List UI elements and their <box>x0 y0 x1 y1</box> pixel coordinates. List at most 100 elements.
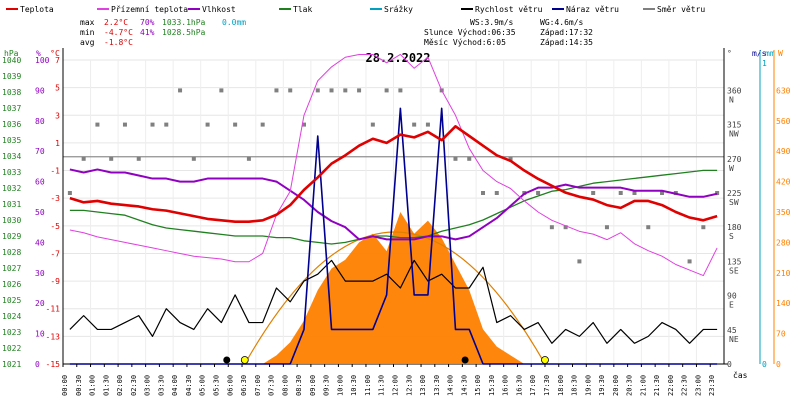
legend-label: Přízemní teplota <box>111 5 188 14</box>
stat-sun-set: Západ:17:32 <box>540 28 593 37</box>
hpa-tick-label: 1030 <box>2 216 21 225</box>
wind-direction-mark <box>370 122 375 127</box>
temp-tick-label: -7 <box>50 249 60 258</box>
temp-tick-label: 7 <box>55 56 60 65</box>
wind-direction-mark <box>549 225 554 230</box>
dir-compass-label: SW <box>729 198 739 207</box>
stat-avg-temp: -1.8°C <box>104 38 133 47</box>
wind-direction-mark <box>315 88 320 93</box>
hpa-tick-label: 1029 <box>2 232 21 241</box>
moonrise-marker <box>223 356 231 364</box>
dir-tick-label: 270 <box>727 155 742 164</box>
x-tick-label: 02:00 <box>116 375 124 396</box>
x-tick-label: 03:00 <box>144 375 152 396</box>
dir-compass-label: NE <box>729 335 739 344</box>
x-tick-label: 08:00 <box>281 375 289 396</box>
mm-axis-label: mm <box>765 49 775 58</box>
x-tick-label: 00:30 <box>75 375 83 396</box>
x-tick-label: 15:00 <box>474 375 482 396</box>
legend-label: Teplota <box>20 5 54 14</box>
x-tick-label: 14:00 <box>447 375 455 396</box>
hpa-tick-label: 1022 <box>2 344 21 353</box>
wind-direction-mark <box>425 122 430 127</box>
hpa-tick-label: 1031 <box>2 200 21 209</box>
w-tick-label: 560 <box>776 117 791 126</box>
temp-tick-label: -11 <box>46 305 61 314</box>
x-tick-label: 01:00 <box>89 375 97 396</box>
wind-direction-mark <box>164 122 169 127</box>
dir-compass-label: N <box>729 95 734 104</box>
x-tick-label: 12:30 <box>405 375 413 396</box>
wind-direction-mark <box>467 156 472 161</box>
x-tick-label: 04:30 <box>185 375 193 396</box>
x-tick-label: 02:30 <box>130 375 138 396</box>
hpa-tick-label: 1025 <box>2 296 21 305</box>
pct-tick-label: 10 <box>35 330 45 339</box>
sunrise-marker <box>240 356 249 364</box>
legend-label: Náraz větru <box>566 5 619 14</box>
wind-direction-mark <box>453 156 458 161</box>
stat-sun: Slunce Východ:06:35 <box>424 28 516 37</box>
x-tick-label: 09:30 <box>323 375 331 396</box>
x-tick-label: 00:00 <box>61 375 69 396</box>
wind-direction-mark <box>191 156 196 161</box>
w-tick-label: 280 <box>776 238 791 247</box>
hpa-tick-label: 1034 <box>2 152 21 161</box>
humidity-line <box>69 168 718 241</box>
wind-direction-mark <box>384 88 389 93</box>
x-tick-label: 10:00 <box>336 375 344 396</box>
x-tick-label: 10:30 <box>350 375 358 396</box>
pct-tick-label: 30 <box>35 269 45 278</box>
wind-direction-mark <box>481 191 486 195</box>
w-tick-label: 490 <box>776 147 791 156</box>
sunset-marker <box>541 356 549 364</box>
x-tick-label: 08:30 <box>295 375 303 396</box>
temp-tick-label: 1 <box>55 139 60 148</box>
stat-max-press: 1033.1hPa <box>162 18 206 27</box>
x-tick-label: 05:00 <box>199 375 207 396</box>
wind-direction-mark <box>95 122 100 127</box>
wind-direction-mark <box>274 88 279 93</box>
pct-tick-label: 40 <box>35 238 45 247</box>
pct-tick-label: 50 <box>35 208 45 217</box>
wind-direction-mark <box>67 191 72 195</box>
x-tick-label: 15:30 <box>488 375 496 396</box>
x-tick-label: 18:00 <box>557 375 565 396</box>
stat-ws: WS:3.9m/s <box>470 18 514 27</box>
x-tick-label: 22:30 <box>681 375 689 396</box>
x-tick-label: 07:00 <box>254 375 262 396</box>
stat-max-rain: 0.0mm <box>222 18 246 27</box>
wind-direction-mark <box>591 191 596 195</box>
wind-direction-mark <box>577 259 582 264</box>
w-tick-label: 70 <box>776 330 786 339</box>
legend-label: Tlak <box>293 5 312 14</box>
legend-label: Vlhkost <box>202 5 236 14</box>
x-tick-label: 16:30 <box>515 375 523 396</box>
dir-tick-label: 135 <box>727 257 742 266</box>
wind-direction-mark <box>687 259 692 264</box>
wind-direction-mark <box>494 191 499 195</box>
wind-direction-mark <box>646 225 651 230</box>
pct-tick-label: 20 <box>35 299 45 308</box>
dir-tick-label: 45 <box>727 326 737 335</box>
hpa-tick-label: 1039 <box>2 72 21 81</box>
x-tick-label: 19:00 <box>584 375 592 396</box>
dir-compass-label: NW <box>729 130 739 139</box>
x-tick-label: 14:30 <box>460 375 468 396</box>
stat-min-press: 1028.5hPa <box>162 28 206 37</box>
solar-radiation-area <box>69 212 718 364</box>
temp-tick-label: -1 <box>50 167 60 176</box>
sun-path-arc <box>244 231 546 365</box>
hpa-axis-label: hPa <box>4 49 19 58</box>
x-tick-label: 11:00 <box>364 375 372 396</box>
wind-direction-mark <box>412 122 417 127</box>
stat-moon: Měsíc Východ:6:05 <box>424 38 506 47</box>
pressure-line <box>69 169 718 245</box>
dir-tick-label: 180 <box>727 223 742 232</box>
stat-moon-set: Západ:14:35 <box>540 38 593 47</box>
temp-tick-label: 5 <box>55 84 60 93</box>
stat-min-temp: -4.7°C <box>104 28 133 37</box>
w-tick-label: 210 <box>776 269 791 278</box>
x-tick-label: 13:30 <box>433 375 441 396</box>
